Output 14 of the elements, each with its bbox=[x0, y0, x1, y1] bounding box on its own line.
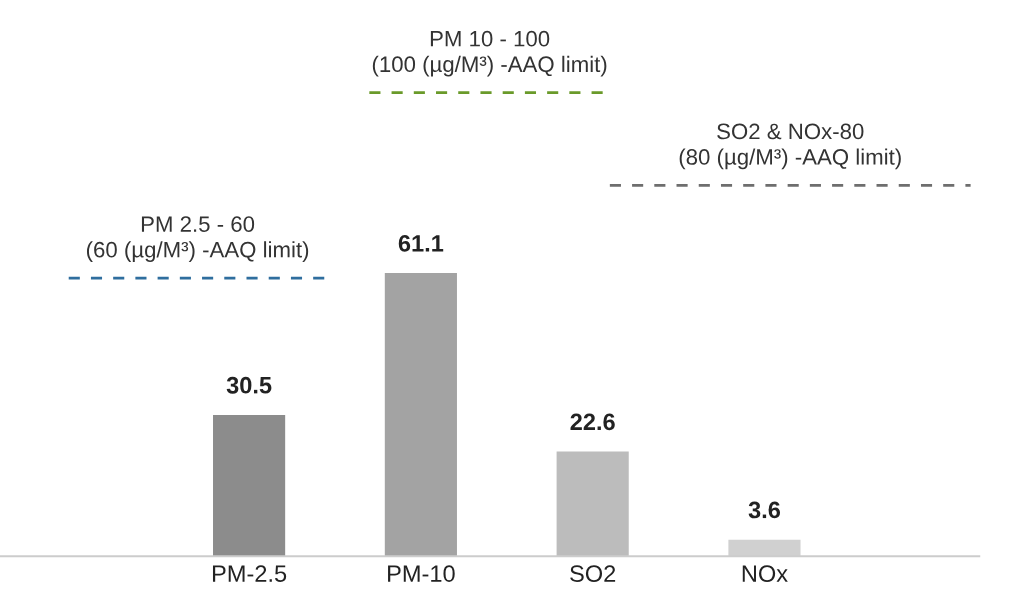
ref-line-label: SO2 & NOx-80 (80 (µg/M³) -AAQ limit) bbox=[679, 123, 901, 170]
bar bbox=[556, 451, 629, 557]
x-tick-label: PM-2.5 bbox=[212, 565, 287, 582]
x-tick-label: SO2 bbox=[570, 565, 616, 582]
x-tick-label: NOx bbox=[742, 565, 788, 582]
data-label: 30.5 bbox=[226, 376, 272, 394]
ref-line-label: PM 10 - 100 (100 (µg/M³) -AAQ limit) bbox=[372, 30, 607, 77]
bar bbox=[384, 273, 457, 557]
x-tick-label: PM-10 bbox=[388, 565, 455, 582]
data-label: 3.6 bbox=[748, 501, 781, 519]
bar bbox=[213, 414, 286, 557]
data-label: 61.1 bbox=[398, 235, 444, 252]
ref-line-label: PM 2.5 - 60 (60 (µg/M³) -AAQ limit) bbox=[86, 216, 309, 262]
data-label: 22.6 bbox=[570, 413, 615, 431]
